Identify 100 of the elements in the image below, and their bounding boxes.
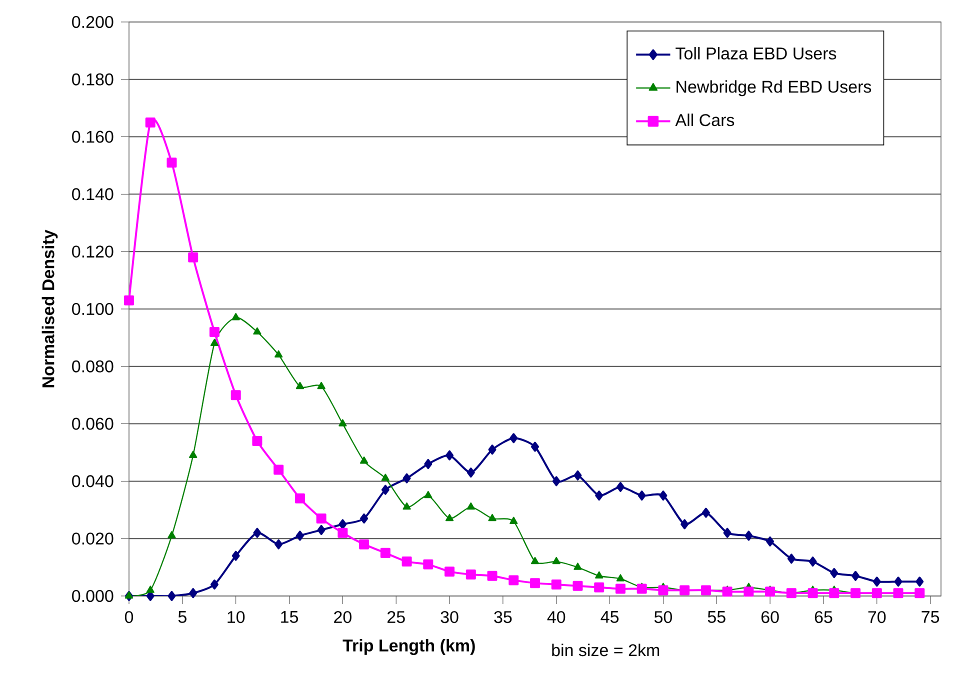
point: [168, 590, 176, 601]
text: bin size = 2km: [552, 644, 660, 656]
point: [551, 580, 562, 590]
point: [808, 588, 818, 598]
point: [594, 582, 604, 592]
point: [787, 554, 796, 564]
point: [424, 490, 432, 498]
y-tick-label: 0.000: [72, 590, 114, 602]
x-tick-label: 70: [868, 611, 886, 624]
point: [872, 576, 881, 587]
point: [274, 350, 283, 358]
point: [531, 442, 539, 452]
point: [168, 531, 176, 538]
point: [252, 436, 262, 446]
point: [423, 559, 434, 570]
point: [146, 586, 154, 593]
x-axis-title: Trip Length (km): [342, 639, 475, 655]
point: [723, 528, 732, 538]
point: [124, 295, 134, 306]
x-tick-label: 40: [547, 611, 566, 624]
x-tick-label: 75: [922, 611, 940, 623]
point: [317, 524, 326, 535]
legend-label: Toll Plaza EBD Users: [676, 46, 836, 60]
point: [488, 444, 496, 455]
point: [360, 513, 368, 524]
point: [786, 588, 796, 598]
point: [294, 493, 305, 504]
x-tick-label: 10: [228, 611, 245, 624]
point: [680, 585, 690, 596]
point: [636, 584, 647, 594]
point: [552, 476, 560, 486]
legend-label: Newbridge Rd EBD Users: [676, 80, 872, 96]
point: [530, 578, 540, 588]
x-tick-label: 65: [814, 611, 832, 624]
point: [659, 490, 668, 501]
y-tick-label: 0.060: [72, 418, 114, 430]
point: [210, 580, 218, 590]
point: [274, 539, 283, 550]
point: [445, 514, 454, 522]
x-tick-label: 60: [761, 611, 779, 624]
point: [914, 588, 925, 598]
point: [658, 585, 668, 596]
point: [893, 588, 904, 598]
point: [444, 566, 455, 577]
point: [872, 588, 882, 598]
y-tick-label: 0.180: [72, 73, 114, 86]
point: [316, 513, 326, 524]
x-tick-label: 15: [281, 611, 298, 623]
point: [574, 470, 582, 480]
point: [189, 588, 198, 598]
point: [338, 528, 348, 538]
point: [381, 484, 390, 495]
point: [722, 586, 732, 597]
point: [510, 433, 518, 444]
y-tick-label: 0.200: [72, 16, 114, 28]
point: [380, 548, 390, 558]
point: [852, 570, 860, 581]
point: [595, 490, 604, 501]
point: [744, 530, 753, 541]
point: [232, 312, 240, 320]
x-tick-label: 35: [494, 611, 512, 624]
point: [296, 382, 304, 390]
x-tick-label: 55: [708, 611, 726, 623]
y-tick-label: 0.080: [72, 360, 114, 372]
point: [424, 458, 432, 469]
point: [317, 382, 326, 390]
point: [488, 514, 496, 522]
point: [230, 390, 241, 400]
point: [530, 556, 540, 564]
point: [466, 569, 476, 580]
point: [402, 556, 412, 567]
point: [446, 450, 454, 460]
point: [595, 571, 604, 578]
point: [916, 576, 924, 587]
point: [700, 585, 711, 596]
point: [766, 536, 774, 546]
point: [210, 338, 219, 346]
point: [466, 502, 475, 510]
y-tick-label: 0.040: [72, 475, 114, 488]
point: [765, 586, 776, 597]
point: [850, 588, 861, 598]
point: [189, 450, 198, 458]
x-tick-label: 0: [124, 611, 134, 624]
x-tick-label: 5: [178, 611, 186, 623]
point: [274, 464, 284, 475]
point: [466, 468, 475, 478]
point: [487, 570, 498, 581]
x-tick-label: 20: [334, 611, 352, 624]
y-tick-label: 0.140: [72, 188, 114, 200]
point: [616, 482, 624, 492]
point: [296, 530, 304, 541]
point: [209, 326, 220, 337]
y-axis-title: Normalised Density: [42, 230, 58, 388]
point: [894, 576, 902, 587]
point: [508, 575, 519, 586]
x-tick-label: 45: [600, 611, 619, 623]
y-tick-label: 0.120: [72, 246, 114, 258]
point: [829, 588, 840, 598]
point: [744, 586, 754, 597]
y-tick-label: 0.160: [72, 130, 114, 143]
